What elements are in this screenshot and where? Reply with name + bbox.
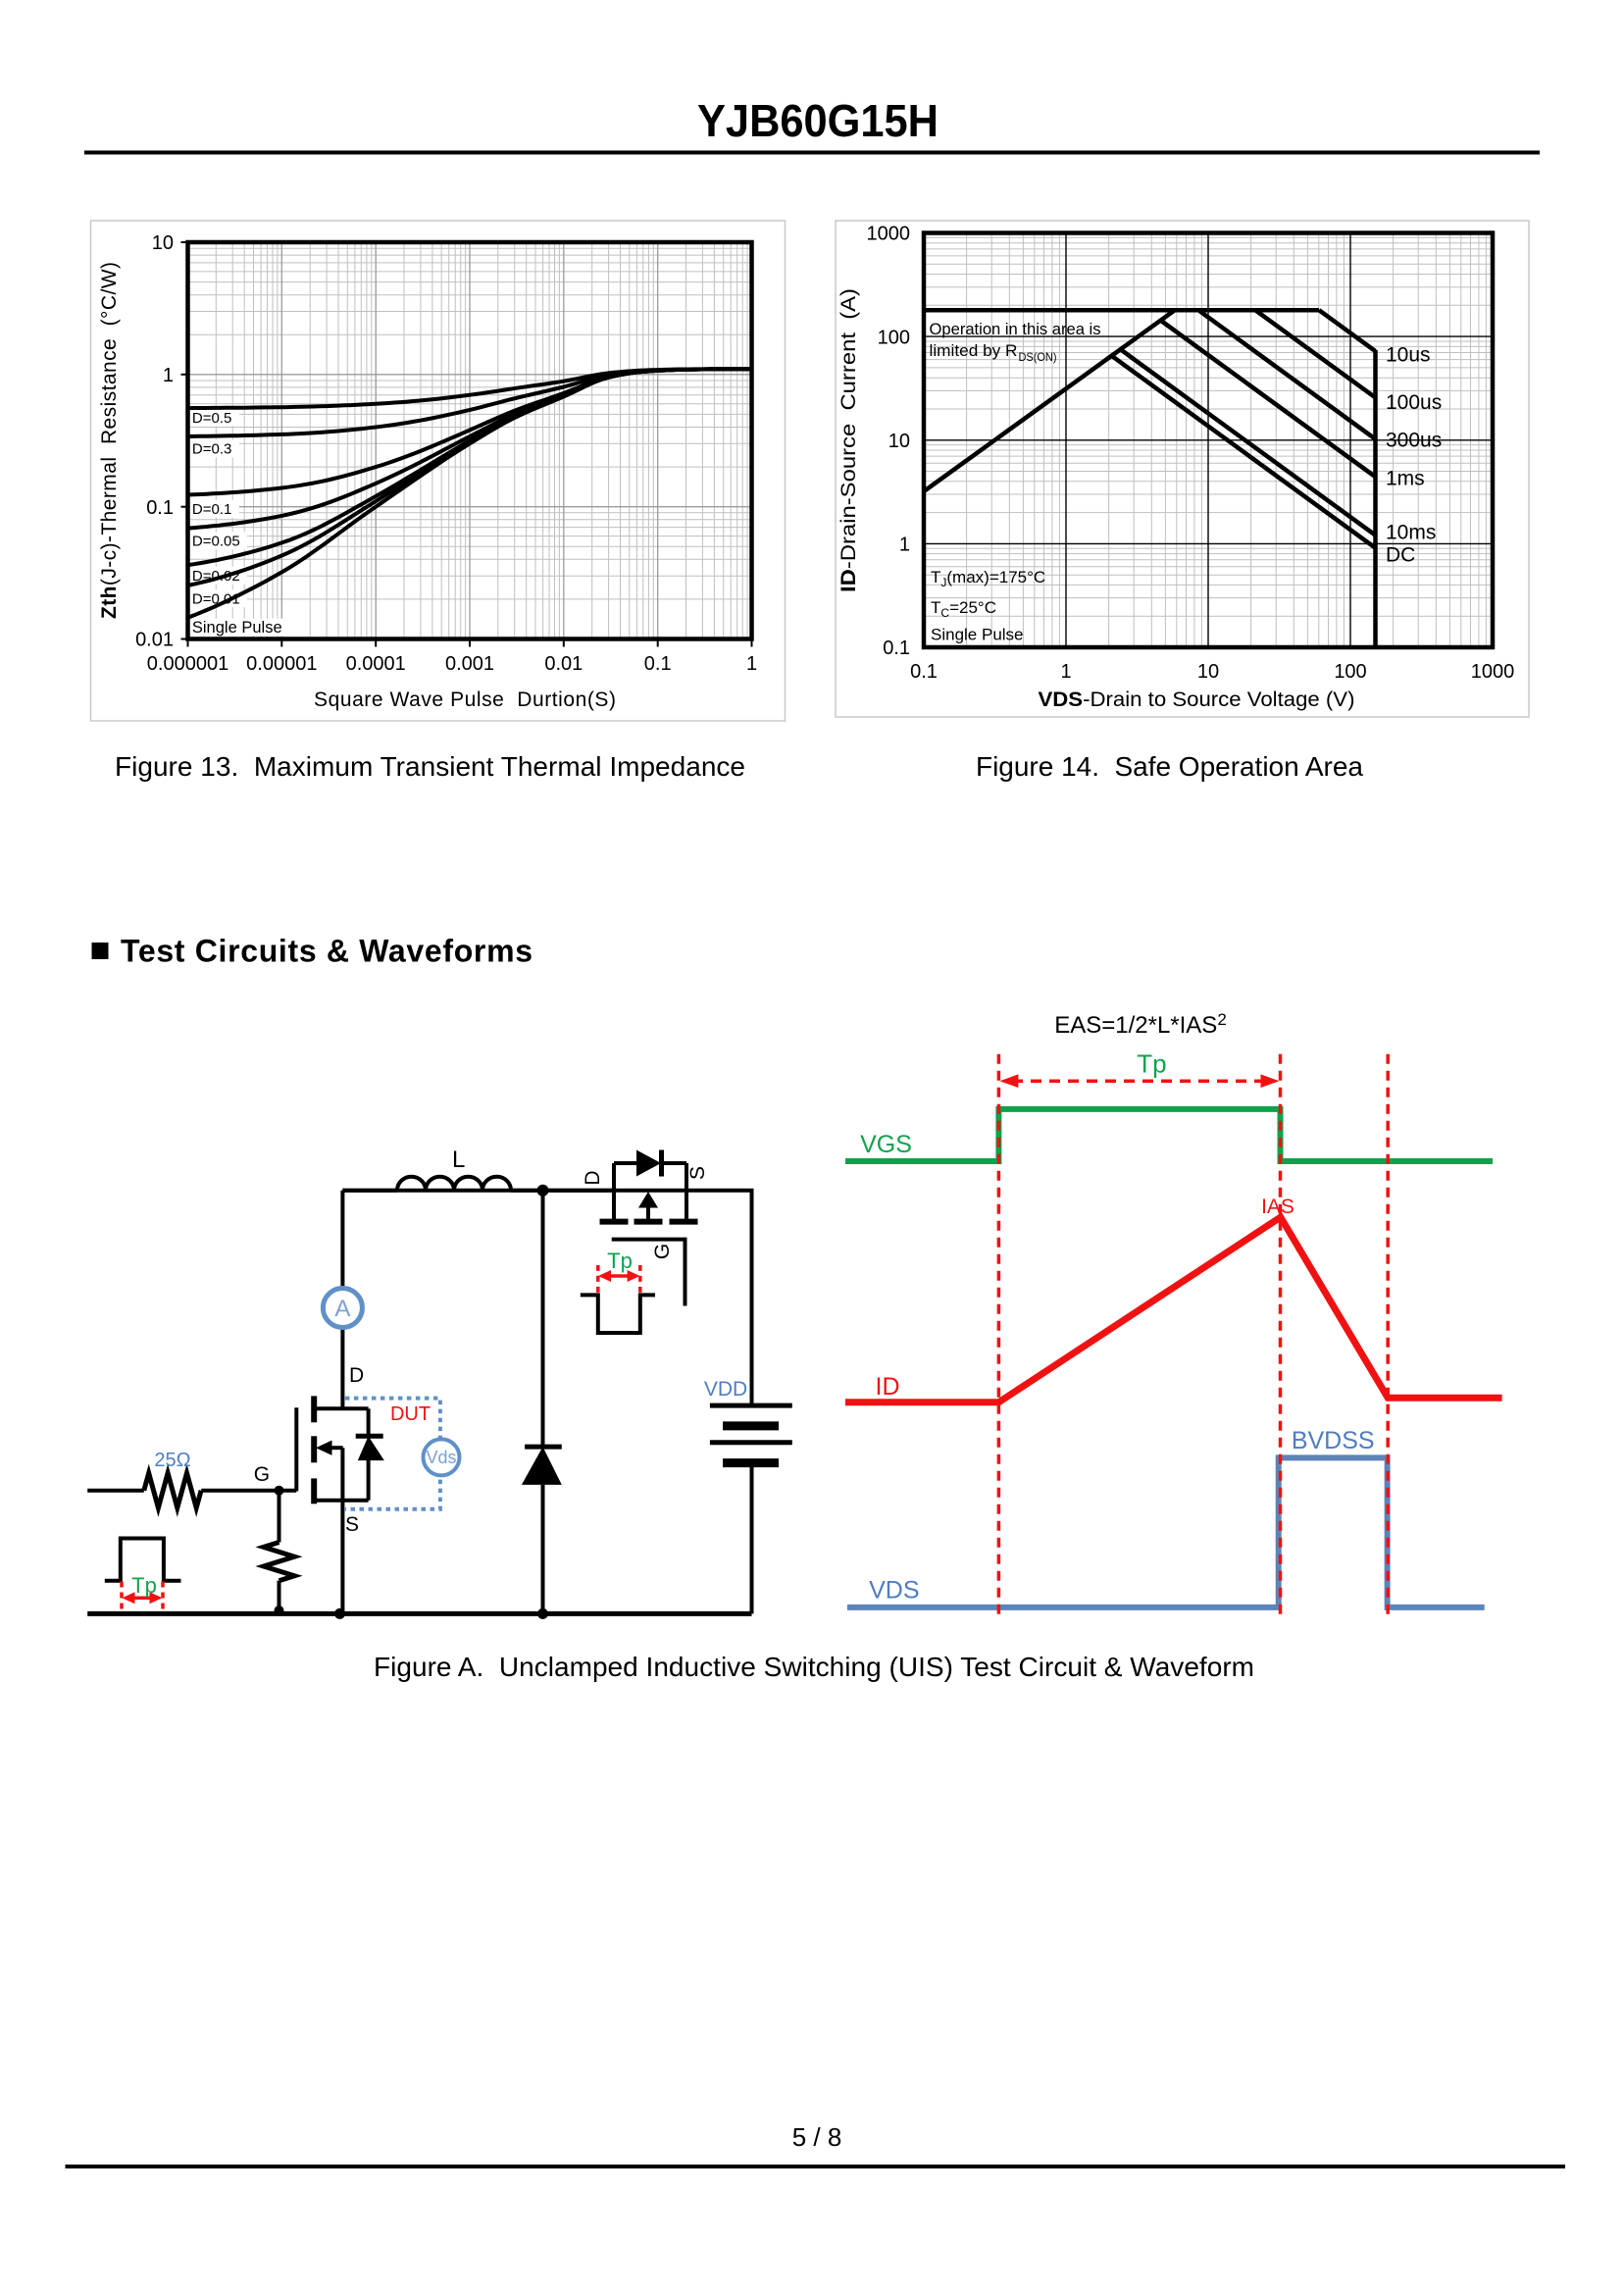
svg-text:EAS=1/2*L*IAS2: EAS=1/2*L*IAS2 [1054,1010,1227,1039]
svg-text:1: 1 [1060,661,1071,683]
svg-text:D=0.1: D=0.1 [192,501,231,518]
svg-text:VDD: VDD [704,1378,747,1401]
svg-text:Tp: Tp [607,1249,633,1273]
svg-text:0.01: 0.01 [135,630,174,651]
svg-text:5 / 8: 5 / 8 [792,2122,842,2152]
svg-text:DUT: DUT [390,1403,431,1425]
svg-text:YJB60G15H: YJB60G15H [697,95,939,146]
svg-text:1000: 1000 [1471,661,1515,683]
svg-text:Zth(J-c)-Thermal Resistance: Zth(J-c)-Thermal Resistance (°C/W) [98,262,121,619]
svg-text:0.1: 0.1 [883,637,910,659]
svg-text:0.1: 0.1 [146,497,174,519]
svg-text:10: 10 [152,232,174,254]
svg-text:Figure A. Unclamped Inductive: Figure A. Unclamped Inductive Switching … [374,1652,1254,1682]
svg-text:D=0.01: D=0.01 [192,590,240,607]
svg-text:100: 100 [1334,661,1366,683]
svg-text:G: G [254,1463,270,1486]
svg-text:A: A [334,1296,350,1322]
svg-text:D=0.3: D=0.3 [192,441,231,458]
svg-text:10us: 10us [1386,344,1431,367]
svg-text:DC: DC [1386,544,1415,567]
svg-text:DS(ON): DS(ON) [1019,350,1057,364]
svg-text:1000: 1000 [867,224,911,245]
svg-text:10: 10 [888,431,910,452]
svg-text:Tp: Tp [1137,1049,1166,1079]
svg-text:ID-Drain-Source Current (A): ID-Drain-Source Current (A) [837,288,860,592]
svg-text:Operation in this area is: Operation in this area is [930,320,1101,338]
svg-text:300us: 300us [1386,430,1442,452]
svg-text:Tp: Tp [131,1573,157,1598]
svg-text:1: 1 [163,365,174,386]
svg-text:25Ω: 25Ω [154,1450,190,1471]
svg-text:Figure 14. Safe Operation Are: Figure 14. Safe Operation Area [976,751,1363,782]
svg-text:VDS: VDS [869,1577,919,1605]
svg-text:TJ(max)=175°C: TJ(max)=175°C [931,568,1045,589]
svg-text:Test Circuits & Waveforms: Test Circuits & Waveforms [121,934,533,969]
svg-text:100: 100 [878,327,910,348]
svg-text:Vds: Vds [426,1448,456,1467]
svg-text:D=0.5: D=0.5 [192,410,231,427]
svg-text:0.0001: 0.0001 [346,653,406,675]
svg-text:VDS-Drain to Source Voltage (V: VDS -Drain to Source Voltage (V) [1039,688,1355,711]
svg-text:Single Pulse: Single Pulse [931,626,1024,644]
svg-text:Single Pulse: Single Pulse [192,619,282,637]
svg-text:100us: 100us [1386,391,1442,414]
svg-text:S: S [345,1513,359,1536]
svg-text:ID: ID [876,1373,900,1401]
svg-text:10ms: 10ms [1386,522,1436,544]
svg-text:1: 1 [746,653,757,675]
svg-text:D: D [349,1364,364,1387]
svg-text:S: S [686,1166,709,1180]
svg-text:L: L [452,1147,465,1173]
svg-text:D=0.05: D=0.05 [192,534,240,550]
svg-text:D: D [582,1170,604,1185]
svg-text:Square Wave Pulse Durtion(S): Square Wave Pulse Durtion(S) [314,688,616,711]
svg-text:0.00001: 0.00001 [246,653,317,675]
svg-text:0.001: 0.001 [445,653,494,675]
svg-text:VGS: VGS [860,1131,912,1158]
svg-text:0.1: 0.1 [644,653,672,675]
svg-text:10: 10 [1197,661,1219,683]
svg-text:limited by R: limited by R [930,341,1018,360]
svg-text:0.1: 0.1 [910,661,938,683]
svg-text:IAS: IAS [1261,1196,1294,1218]
svg-text:0.01: 0.01 [544,653,583,675]
svg-text:Figure 13. Maximum Transient: Figure 13. Maximum Transient Thermal Imp… [115,751,745,782]
svg-text:BVDSS: BVDSS [1292,1427,1375,1454]
svg-text:G: G [651,1244,674,1259]
svg-text:1: 1 [899,535,910,556]
svg-text:TC=25°C: TC=25°C [931,598,996,620]
svg-text:1ms: 1ms [1386,468,1425,490]
svg-text:0.000001: 0.000001 [147,653,228,675]
